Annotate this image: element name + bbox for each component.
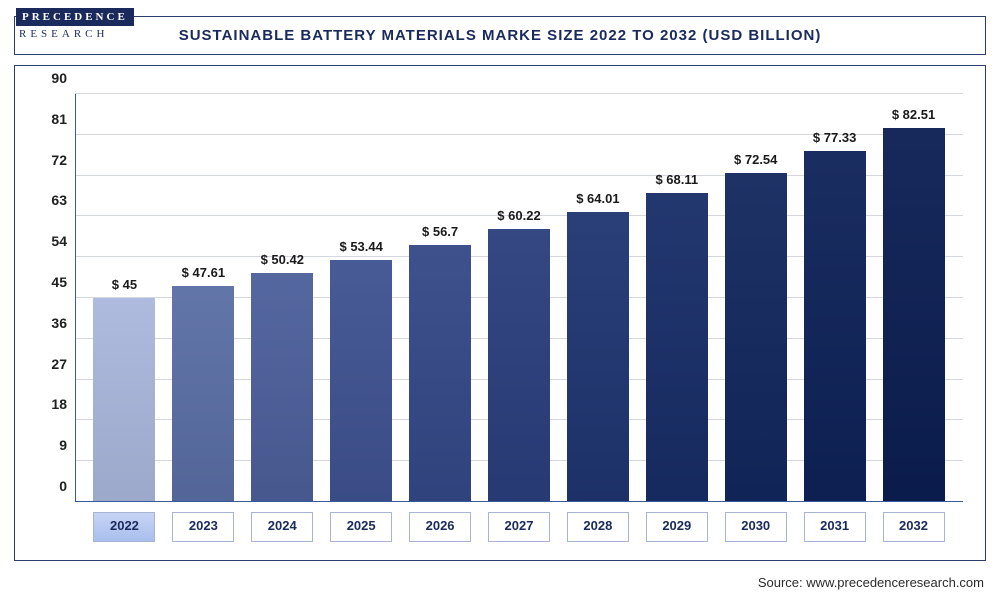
bar-value-label: $ 68.11 [655, 172, 698, 187]
x-tick-label: 2032 [883, 512, 945, 542]
x-tick-label: 2023 [172, 512, 234, 542]
plot-area: $ 45 $ 47.61 $ 50.42 $ 53.44 $ 56.7 $ 60.22 $ … [75, 94, 963, 502]
x-label-box: 2032 [874, 508, 953, 542]
bar-slot: $ 53.44 [322, 94, 401, 502]
bar-slot: $ 47.61 [164, 94, 243, 502]
y-tick-label: 81 [33, 111, 67, 127]
bar-value-label: $ 50.42 [261, 252, 304, 267]
y-tick-label: 90 [33, 70, 67, 86]
y-tick-label: 18 [33, 396, 67, 412]
x-label-box: 2025 [322, 508, 401, 542]
bar-slot: $ 60.22 [480, 94, 559, 502]
bar [646, 193, 708, 502]
x-label-box: 2028 [558, 508, 637, 542]
bar-slot: $ 50.42 [243, 94, 322, 502]
bar-value-label: $ 60.22 [497, 208, 540, 223]
bar-slot: $ 82.51 [874, 94, 953, 502]
y-tick-label: 0 [33, 478, 67, 494]
x-label-box: 2023 [164, 508, 243, 542]
bar-value-label: $ 72.54 [734, 152, 777, 167]
bar-slot: $ 68.11 [637, 94, 716, 502]
x-tick-label: 2031 [804, 512, 866, 542]
bar-slot: $ 56.7 [401, 94, 480, 502]
bar [725, 173, 787, 502]
y-axis-line [75, 94, 76, 502]
bar-value-label: $ 45 [112, 277, 137, 292]
x-tick-label: 2030 [725, 512, 787, 542]
bar-slot: $ 72.54 [716, 94, 795, 502]
x-label-box: 2031 [795, 508, 874, 542]
y-tick-label: 27 [33, 356, 67, 372]
bar-slot: $ 77.33 [795, 94, 874, 502]
y-tick-label: 63 [33, 192, 67, 208]
bar-value-label: $ 64.01 [576, 191, 619, 206]
x-tick-label: 2026 [409, 512, 471, 542]
bar-value-label: $ 53.44 [339, 239, 382, 254]
y-tick-label: 72 [33, 152, 67, 168]
x-tick-label: 2028 [567, 512, 629, 542]
bar [409, 245, 471, 502]
bar [804, 151, 866, 502]
bar [883, 128, 945, 502]
bar [251, 273, 313, 502]
bar [567, 212, 629, 502]
y-tick-label: 9 [33, 437, 67, 453]
x-label-box: 2027 [480, 508, 559, 542]
logo-bottom-text: RESEARCH [16, 26, 111, 40]
x-tick-label: 2025 [330, 512, 392, 542]
bar-value-label: $ 82.51 [892, 107, 935, 122]
x-label-box: 2030 [716, 508, 795, 542]
chart-frame: $ 45 $ 47.61 $ 50.42 $ 53.44 $ 56.7 $ 60.22 $ … [14, 65, 986, 561]
chart-title: SUSTAINABLE BATTERY MATERIALS MARKE SIZE… [14, 16, 986, 55]
x-axis-labels: 2022 2023 2024 2025 2026 2027 2028 2029 2030 2031… [75, 508, 963, 542]
bar-slot: $ 64.01 [558, 94, 637, 502]
y-tick-label: 54 [33, 233, 67, 249]
source-attribution: Source: www.precedenceresearch.com [758, 575, 984, 590]
y-tick-label: 36 [33, 315, 67, 331]
bar [93, 298, 155, 502]
x-label-box: 2022 [85, 508, 164, 542]
x-label-box: 2029 [637, 508, 716, 542]
x-tick-label: 2024 [251, 512, 313, 542]
bar-group: $ 45 $ 47.61 $ 50.42 $ 53.44 $ 56.7 $ 60.22 $ … [75, 94, 963, 502]
y-tick-label: 45 [33, 274, 67, 290]
logo-top-text: PRECEDENCE [16, 8, 134, 26]
bar [330, 260, 392, 502]
bar [488, 229, 550, 502]
bar [172, 286, 234, 502]
x-tick-label: 2022 [93, 512, 155, 542]
x-axis-line [75, 501, 963, 502]
x-label-box: 2024 [243, 508, 322, 542]
x-tick-label: 2027 [488, 512, 550, 542]
bar-value-label: $ 56.7 [422, 224, 458, 239]
bar-value-label: $ 47.61 [182, 265, 225, 280]
chart-container: PRECEDENCE RESEARCH SUSTAINABLE BATTERY … [0, 0, 1000, 592]
x-tick-label: 2029 [646, 512, 708, 542]
brand-logo: PRECEDENCE RESEARCH [16, 8, 126, 40]
bar-slot: $ 45 [85, 94, 164, 502]
x-label-box: 2026 [401, 508, 480, 542]
bar-value-label: $ 77.33 [813, 130, 856, 145]
